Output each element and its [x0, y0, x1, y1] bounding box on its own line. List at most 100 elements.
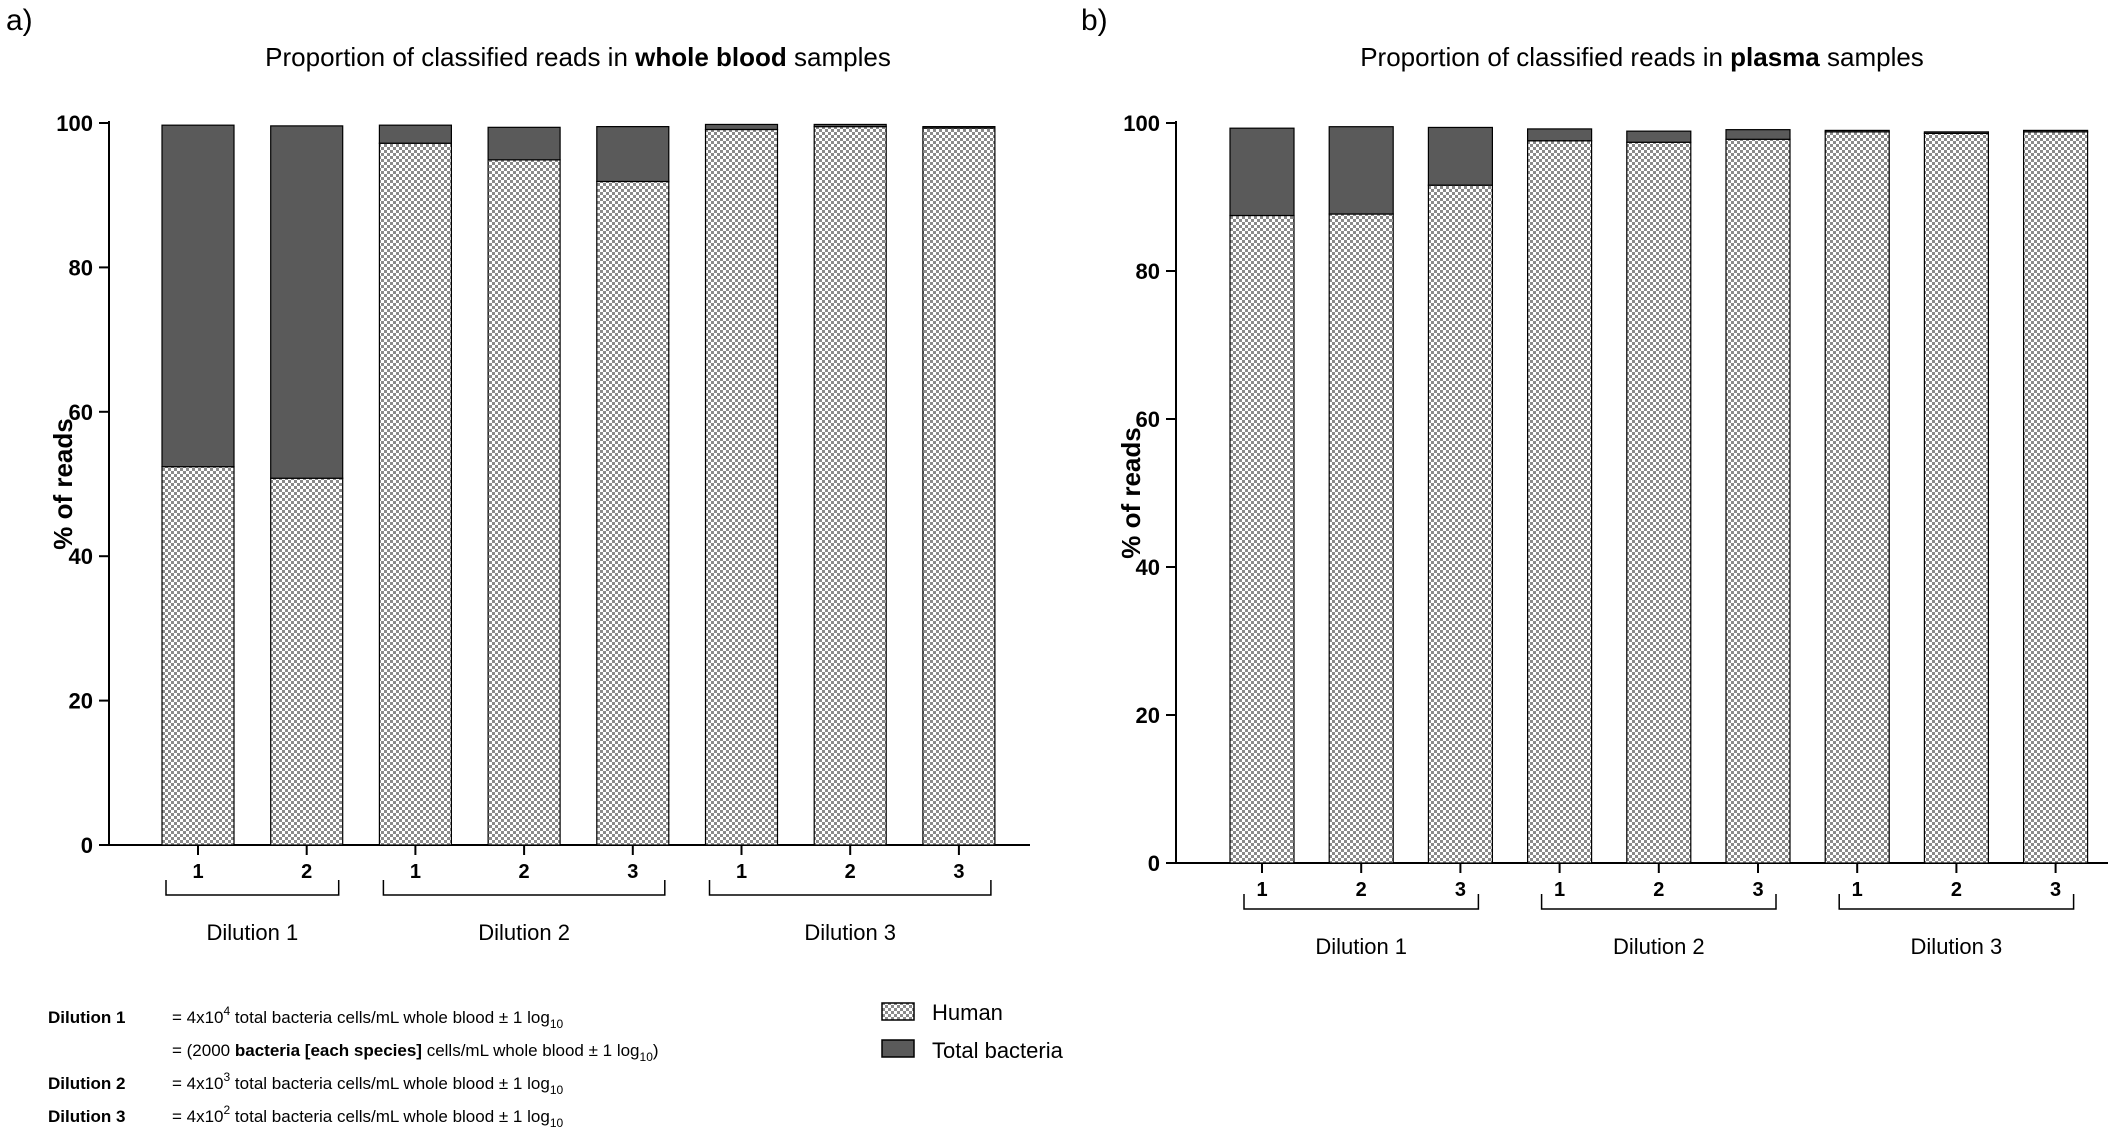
chart-a-bar-human — [378, 142, 452, 846]
chart-b-bar-human — [1526, 140, 1593, 864]
chart-a-bar-bacteria — [596, 126, 670, 183]
note-d1-eq: = 4x10 — [172, 1008, 224, 1027]
chart-a-x-tick-label: 1 — [736, 861, 747, 883]
note-d2-rest: total bacteria cells/mL whole blood ± 1 … — [230, 1074, 550, 1093]
chart-b-x-tick-label: 3 — [1752, 879, 1763, 901]
chart-b-y-tick-label: 0 — [1148, 851, 1160, 876]
chart-a-group-bracket — [165, 880, 340, 896]
note-d1b-rest: cells/mL whole blood ± 1 log — [422, 1041, 640, 1060]
chart-b-group-bracket — [1838, 894, 2075, 910]
legend-label-human: Human — [932, 1000, 1003, 1025]
note-d2-eq: = 4x10 — [172, 1074, 224, 1093]
chart-a-bar-human — [487, 159, 561, 846]
chart-b-y-tick-label: 20 — [1136, 703, 1160, 728]
chart-b-group-bracket — [1243, 894, 1480, 910]
dilution-notes: Dilution 1 = 4x104 total bacteria cells/… — [48, 1004, 659, 1130]
chart-a-y-tick-label: 40 — [69, 544, 93, 569]
chart-b-bar-bacteria — [2022, 129, 2089, 133]
chart-b-bar-bacteria — [1626, 130, 1692, 143]
panel-b-title-bold: plasma — [1730, 42, 1820, 72]
chart-a-bar-bacteria — [270, 125, 344, 479]
panel-b-label: b) — [1081, 4, 1108, 37]
note-d1-exp: 4 — [224, 1004, 231, 1018]
chart-b-y-tick-label: 40 — [1136, 555, 1160, 580]
chart-b-group-label: Dilution 2 — [1613, 934, 1705, 959]
chart-a-group-label: Dilution 3 — [804, 920, 896, 945]
chart-b-x-tick-label: 2 — [1951, 879, 1962, 901]
note-d1: Dilution 1 = 4x104 total bacteria cells/… — [48, 1004, 563, 1031]
chart-b-bar-bacteria — [1923, 131, 1990, 134]
note-d1-rest: total bacteria cells/mL whole blood ± 1 … — [230, 1008, 550, 1027]
chart-b-y-tick-label: 60 — [1136, 407, 1160, 432]
chart-a-x-tick-label: 2 — [519, 861, 530, 883]
chart-b-y-axis-label: % of reads — [1116, 427, 1146, 559]
legend-swatch-human — [881, 1002, 915, 1021]
chart-a-group-label: Dilution 1 — [206, 920, 298, 945]
panel-a-title-pre: Proportion of classified reads in — [265, 42, 635, 72]
chart-a-bar-human — [704, 128, 779, 846]
chart-a-y-tick-label: 0 — [81, 833, 93, 858]
chart-a-bar-human — [813, 126, 887, 846]
chart-b-bar-human — [1427, 184, 1494, 864]
panel-b-title: Proportion of classified reads in plasma… — [1360, 42, 1924, 72]
note-d3-label: Dilution 3 — [48, 1107, 125, 1126]
chart-a-group-label: Dilution 2 — [478, 920, 570, 945]
note-d1b-bold: bacteria [each species] — [235, 1041, 422, 1060]
chart-b: 0 20 40 60 80 100 % of reads 1 2 3 1 2 3 1 2 3 Dilution … — [1116, 111, 2108, 959]
chart-b-x-tick-label: 2 — [1356, 879, 1367, 901]
chart-a-bar-bacteria — [813, 123, 887, 128]
chart-a: 0 20 40 60 80 100 % of reads 1 2 1 2 3 1 2 3 Dilution 1… — [48, 111, 1030, 945]
chart-a-y-tick-label: 60 — [69, 400, 93, 425]
chart-b-bar-bacteria — [1725, 129, 1791, 140]
chart-a-x-tick-label: 1 — [410, 861, 421, 883]
chart-a-bar-bacteria — [161, 124, 235, 468]
chart-b-y-tick-label: 80 — [1136, 259, 1160, 284]
chart-b-bar-human — [1725, 138, 1791, 864]
chart-b-bar-human — [1824, 131, 1890, 864]
panel-b-title-post: samples — [1820, 42, 1924, 72]
chart-a-y-tick-label: 20 — [69, 689, 93, 714]
chart-b-bar-bacteria — [1526, 128, 1593, 142]
chart-b-y-tick-label: 100 — [1123, 111, 1160, 136]
panel-a-title: Proportion of classified reads in whole … — [265, 42, 891, 72]
note-d1b-pre: = (2000 — [172, 1041, 235, 1060]
chart-a-y-tick-label: 80 — [69, 255, 93, 280]
note-d1-sub: 10 — [550, 1017, 564, 1031]
chart-b-group-bracket — [1540, 894, 1777, 910]
chart-a-x-tick-label: 2 — [301, 861, 312, 883]
note-d2-exp: 3 — [224, 1070, 231, 1084]
panel-a-label: a) — [6, 4, 33, 37]
chart-b-bar-bacteria — [1229, 127, 1295, 217]
note-d2-label: Dilution 2 — [48, 1074, 125, 1093]
note-d2-sub: 10 — [550, 1083, 564, 1097]
panel-b-title-pre: Proportion of classified reads in — [1360, 42, 1730, 72]
chart-a-bar-bacteria — [922, 126, 996, 129]
note-d3-exp: 2 — [224, 1103, 231, 1117]
chart-b-bar-bacteria — [1427, 126, 1494, 186]
chart-a-group-bracket — [382, 880, 666, 896]
chart-a-y-tick-label: 100 — [56, 111, 93, 136]
panel-a-title-bold: whole blood — [634, 42, 787, 72]
chart-a-bar-human — [922, 127, 996, 846]
chart-b-bar-bacteria — [1328, 126, 1394, 215]
chart-b-x-tick-label: 1 — [1852, 879, 1863, 901]
chart-b-group-label: Dilution 1 — [1315, 934, 1407, 959]
note-d3-rest: total bacteria cells/mL whole blood ± 1 … — [230, 1107, 550, 1126]
chart-b-bar-human — [2022, 131, 2089, 864]
chart-a-group-bracket — [708, 880, 992, 896]
note-d1b-sub: 10 — [640, 1050, 654, 1064]
chart-b-bar-human — [1923, 132, 1990, 864]
note-d2: Dilution 2 = 4x103 total bacteria cells/… — [48, 1070, 563, 1097]
chart-a-x-tick-label: 2 — [845, 861, 856, 883]
note-d3-sub: 10 — [550, 1116, 564, 1130]
legend-label-bacteria: Total bacteria — [932, 1038, 1064, 1063]
note-d1b: = (2000 bacteria [each species] cells/mL… — [172, 1041, 659, 1064]
chart-a-bar-human — [596, 180, 670, 846]
chart-b-group-label: Dilution 3 — [1911, 934, 2003, 959]
chart-b-x-tick-label: 3 — [1455, 879, 1466, 901]
chart-a-bar-bacteria — [378, 124, 452, 144]
note-d1b-close: ) — [653, 1041, 659, 1060]
chart-a-bar-bacteria — [704, 123, 779, 131]
chart-a-bar-bacteria — [487, 126, 561, 161]
chart-a-x-tick-label: 1 — [192, 861, 203, 883]
